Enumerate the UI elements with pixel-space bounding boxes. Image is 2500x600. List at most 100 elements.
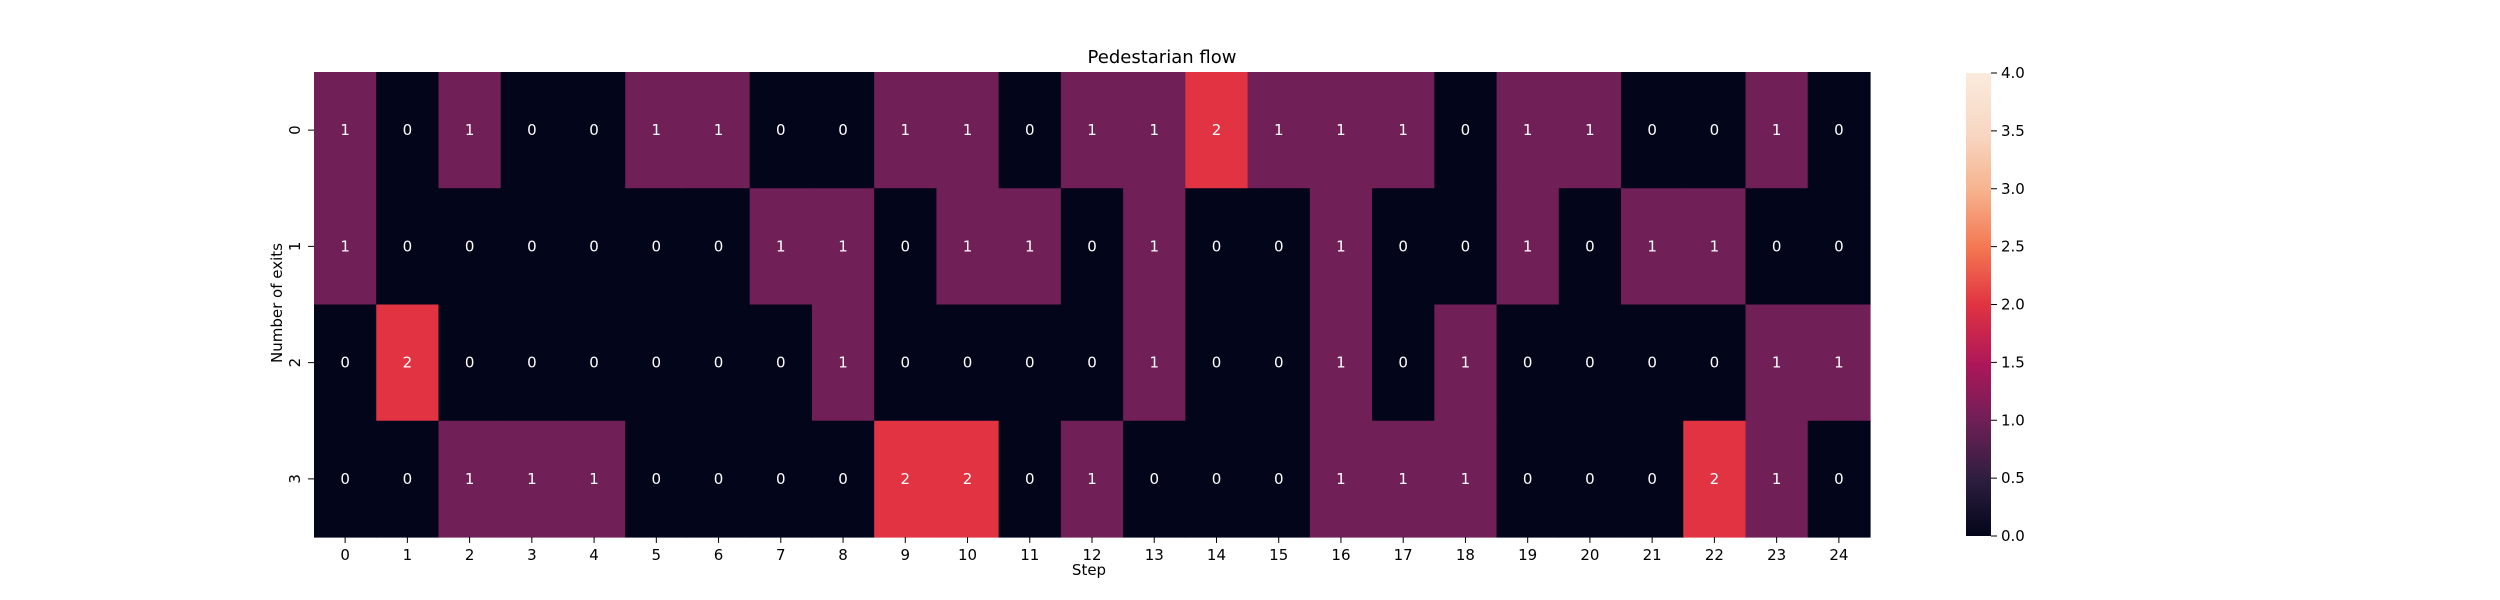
heatmap-cell-r3-c11 — [998, 420, 1062, 538]
heatmap-cell-r2-c20 — [1558, 304, 1622, 422]
heatmap-cell-label-r1-c9: 0 — [901, 237, 911, 255]
heatmap-cell-r1-c8 — [811, 188, 875, 306]
heatmap-cell-r1-c3 — [500, 188, 564, 306]
heatmap-cell-r1-c0 — [314, 188, 377, 306]
heatmap-cell-label-r3-c22: 2 — [1710, 470, 1720, 488]
heatmap-cell-label-r0-c19: 1 — [1523, 121, 1533, 139]
heatmap-cell-label-r2-c14: 0 — [1212, 354, 1222, 372]
heatmap-cell-r1-c13 — [1123, 188, 1186, 306]
colorbar-tick-label-1: 0.5 — [2001, 469, 2025, 487]
x-tick-label-6: 6 — [714, 546, 724, 564]
heatmap-cell-label-r1-c24: 0 — [1834, 237, 1844, 255]
heatmap-cell-label-r0-c10: 1 — [963, 121, 973, 139]
x-tick-label-3: 3 — [527, 546, 537, 564]
heatmap-cell-label-r0-c22: 0 — [1710, 121, 1720, 139]
x-tick-label-7: 7 — [776, 546, 786, 564]
heatmap-cell-r1-c17 — [1372, 188, 1435, 306]
heatmap-cell-r3-c0 — [314, 420, 377, 538]
heatmap-cell-label-r1-c12: 0 — [1087, 237, 1097, 255]
heatmap-cell-r0-c16 — [1309, 72, 1373, 189]
heatmap-cell-label-r0-c6: 1 — [714, 121, 724, 139]
heatmap-cell-label-r2-c19: 0 — [1523, 354, 1533, 372]
heatmap-cell-label-r3-c4: 1 — [589, 470, 599, 488]
x-tick-label-13: 13 — [1145, 546, 1164, 564]
heatmap-cell-label-r2-c17: 0 — [1398, 354, 1408, 372]
heatmap-cell-r2-c12 — [1060, 304, 1124, 422]
heatmap-cell-r0-c5 — [625, 72, 689, 189]
heatmap-cell-r2-c16 — [1309, 304, 1373, 422]
x-tick-label-11: 11 — [1020, 546, 1039, 564]
heatmap-cell-label-r2-c23: 1 — [1772, 354, 1782, 372]
heatmap-cell-label-r3-c18: 1 — [1461, 470, 1471, 488]
heatmap-cell-r1-c10 — [936, 188, 1000, 306]
heatmap-cell-r1-c15 — [1247, 188, 1311, 306]
heatmap-cell-r0-c21 — [1621, 72, 1684, 189]
heatmap-cell-r0-c9 — [874, 72, 937, 189]
heatmap-cell-r1-c24 — [1807, 188, 1871, 306]
heatmap-cell-r2-c3 — [500, 304, 564, 422]
heatmap-cell-label-r1-c8: 1 — [838, 237, 848, 255]
heatmap-cell-label-r0-c3: 0 — [527, 121, 537, 139]
x-tick-label-24: 24 — [1829, 546, 1848, 564]
heatmap-cell-label-r3-c7: 0 — [776, 470, 786, 488]
heatmap-cell-r2-c21 — [1621, 304, 1684, 422]
heatmap-cell-r3-c18 — [1434, 420, 1498, 538]
x-tick-label-17: 17 — [1394, 546, 1413, 564]
heatmap-cell-label-r2-c2: 0 — [465, 354, 475, 372]
x-tick-label-4: 4 — [589, 546, 599, 564]
heatmap-cell-r3-c15 — [1247, 420, 1311, 538]
heatmap-cell-label-r1-c23: 0 — [1772, 237, 1782, 255]
heatmap-cell-r2-c2 — [438, 304, 502, 422]
colorbar-ticks: 0.0 0.5 1.0 1.5 2.0 2.5 3.0 3.5 4.0 — [1991, 64, 2025, 545]
heatmap-cell-r1-c6 — [687, 188, 751, 306]
heatmap-cell-label-r3-c5: 0 — [652, 470, 662, 488]
heatmap-cell-r0-c8 — [811, 72, 875, 189]
x-axis-ticks: 0 1 2 3 4 5 6 7 8 9 10 11 12 13 14 15 16 17 18 19 20 21 22 23 24 — [340, 537, 1848, 564]
heatmap-cell-r2-c22 — [1683, 304, 1747, 422]
colorbar — [1966, 73, 1991, 536]
heatmap-cell-label-r0-c8: 0 — [838, 121, 848, 139]
colorbar-tick-label-5: 2.5 — [2001, 238, 2025, 256]
heatmap-cell-label-r3-c19: 0 — [1523, 470, 1533, 488]
heatmap-cell-r1-c12 — [1060, 188, 1124, 306]
heatmap-cell-label-r0-c15: 1 — [1274, 121, 1284, 139]
heatmap-cell-label-r3-c17: 1 — [1398, 470, 1408, 488]
heatmap-cell-label-r1-c14: 0 — [1212, 237, 1222, 255]
x-tick-label-2: 2 — [465, 546, 475, 564]
heatmap-cell-r2-c11 — [998, 304, 1062, 422]
heatmap-cell-label-r1-c0: 1 — [340, 237, 350, 255]
heatmap-cell-label-r2-c12: 0 — [1087, 354, 1097, 372]
heatmap-cell-r3-c5 — [625, 420, 689, 538]
heatmap-cell-r1-c7 — [749, 188, 813, 306]
heatmap-cell-r2-c6 — [687, 304, 751, 422]
heatmap-cell-r2-c24 — [1807, 304, 1871, 422]
heatmap-cell-label-r3-c11: 0 — [1025, 470, 1035, 488]
heatmap-cell-label-r0-c17: 1 — [1398, 121, 1408, 139]
heatmap-cell-label-r1-c22: 1 — [1710, 237, 1720, 255]
x-tick-label-8: 8 — [838, 546, 848, 564]
heatmap-cell-label-r1-c11: 1 — [1025, 237, 1035, 255]
heatmap-cell-r2-c7 — [749, 304, 813, 422]
x-tick-label-19: 19 — [1518, 546, 1537, 564]
heatmap-cell-label-r2-c11: 0 — [1025, 354, 1035, 372]
heatmap-cell-label-r1-c13: 1 — [1149, 237, 1159, 255]
heatmap-cell-r3-c23 — [1745, 420, 1809, 538]
heatmap-cell-r2-c0 — [314, 304, 377, 422]
heatmap-cell-r1-c23 — [1745, 188, 1809, 306]
heatmap-cell-label-r2-c9: 0 — [901, 354, 911, 372]
x-tick-label-18: 18 — [1456, 546, 1475, 564]
heatmap-cell-r3-c7 — [749, 420, 813, 538]
heatmap-cell-r2-c18 — [1434, 304, 1498, 422]
x-tick-label-15: 15 — [1269, 546, 1288, 564]
heatmap-cell-label-r0-c0: 1 — [340, 121, 350, 139]
heatmap-cell-r3-c10 — [936, 420, 1000, 538]
heatmap-cell-r3-c8 — [811, 420, 875, 538]
heatmap-cell-r3-c13 — [1123, 420, 1186, 538]
heatmap-cell-r3-c22 — [1683, 420, 1747, 538]
x-axis-label: Step — [1072, 561, 1106, 579]
heatmap-cell-r1-c1 — [376, 188, 440, 306]
heatmap-cell-label-r0-c12: 1 — [1087, 121, 1097, 139]
heatmap-cell-r0-c19 — [1496, 72, 1560, 189]
heatmap-cell-label-r3-c9: 2 — [901, 470, 911, 488]
